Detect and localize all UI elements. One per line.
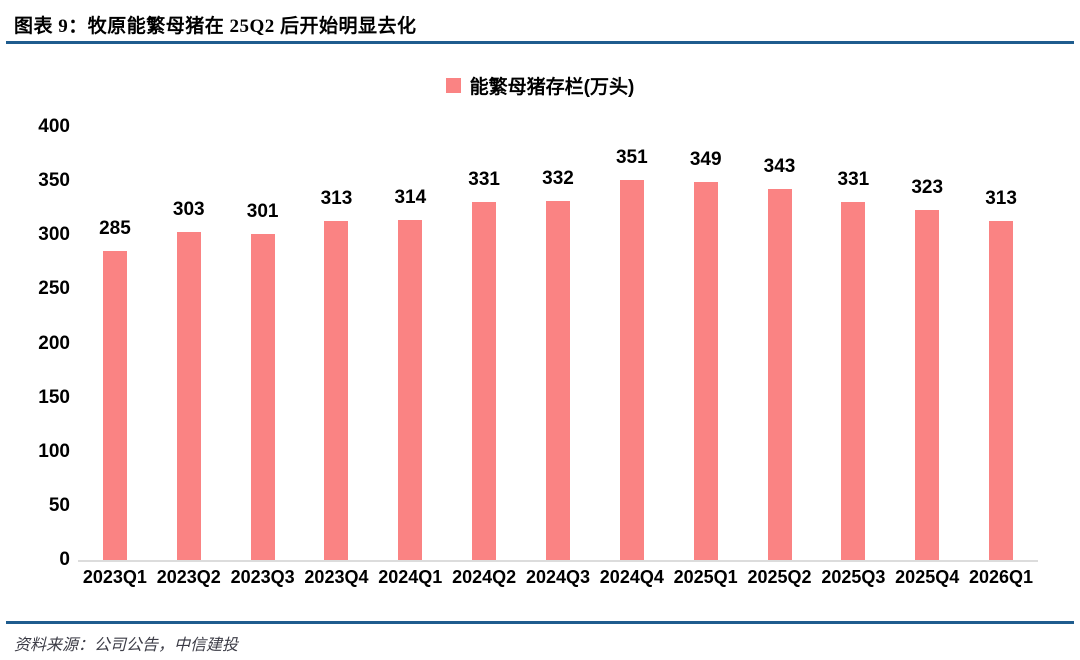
- x-axis-label: 2025Q3: [821, 567, 886, 587]
- y-axis-tick: 350: [38, 170, 70, 191]
- y-axis-tick: 400: [38, 116, 70, 137]
- x-axis-label: 2023Q4: [304, 567, 369, 587]
- x-axis-label: 2024Q3: [525, 567, 591, 587]
- bar: [324, 221, 349, 560]
- bar-group: 349: [669, 127, 743, 560]
- bar: [472, 202, 497, 560]
- bar-group: 303: [152, 127, 226, 560]
- bar-group: 314: [373, 127, 447, 560]
- bar-group: 285: [78, 127, 152, 560]
- bar: [767, 189, 792, 560]
- x-axis-label: 2025Q1: [673, 567, 738, 587]
- bar-value-label: 332: [542, 168, 574, 189]
- bar-group: 331: [816, 127, 890, 560]
- bar-group: 331: [447, 127, 521, 560]
- bar-value-label: 331: [468, 169, 500, 190]
- bar: [915, 210, 940, 560]
- bar-value-label: 313: [985, 188, 1017, 209]
- source-note: 资料来源：公司公告，中信建投: [14, 637, 239, 654]
- bar: [250, 234, 275, 560]
- bar-group: 343: [743, 127, 817, 560]
- bar-group: 332: [521, 127, 595, 560]
- bar: [619, 180, 644, 560]
- bar-group: 351: [595, 127, 669, 560]
- footer-rule: [6, 621, 1074, 624]
- bar-group: 301: [226, 127, 300, 560]
- x-axis: 2023Q1 2023Q2 2023Q3 2023Q4 2024Q1 2024Q2 2024…: [78, 567, 1038, 588]
- bar-value-label: 314: [394, 187, 427, 208]
- bar: [176, 232, 201, 560]
- bar-group: 313: [964, 127, 1038, 560]
- bar-group: 323: [890, 127, 964, 560]
- x-axis-label: 2024Q4: [599, 567, 664, 587]
- x-axis-label: 2025Q4: [895, 567, 960, 587]
- y-axis-tick: 50: [48, 495, 70, 516]
- chart-legend: 能繁母猪存栏(万头): [0, 72, 1080, 99]
- bar-value-label: 323: [911, 177, 944, 198]
- y-axis-tick: 300: [38, 224, 70, 245]
- x-axis-label: 2025Q2: [747, 567, 812, 587]
- y-axis-tick: 150: [38, 387, 70, 408]
- bar-value-label: 301: [246, 201, 279, 222]
- bar: [102, 251, 127, 560]
- y-axis-tick: 250: [38, 278, 70, 299]
- bar: [989, 221, 1014, 560]
- x-axis-label: 2024Q2: [452, 567, 517, 587]
- legend-swatch: [445, 78, 461, 93]
- x-axis-label: 2023Q2: [156, 567, 221, 587]
- x-axis-label: 2024Q1: [378, 567, 443, 587]
- bar-value-label: 343: [763, 156, 796, 177]
- bar-value-label: 303: [172, 199, 205, 220]
- bar: [693, 182, 718, 560]
- bar-value-label: 351: [615, 147, 648, 168]
- y-axis-tick: 200: [38, 333, 70, 354]
- bar-value-label: 349: [689, 149, 722, 170]
- x-axis-label: 2023Q3: [230, 567, 295, 587]
- figure-title: 图表 9：牧原能繁母猪在 25Q2 后开始明显去化: [14, 16, 417, 37]
- bar: [545, 201, 570, 560]
- plot-area: 285 303 301 313 314 331 332 351 349 343 331 323 313: [78, 127, 1038, 562]
- bar-value-label: 285: [99, 218, 131, 239]
- x-axis-label: 2026Q1: [969, 567, 1034, 587]
- bar-value-label: 313: [320, 188, 353, 209]
- bar: [841, 202, 866, 560]
- bar-value-label: 331: [837, 169, 870, 190]
- title-rule: [6, 41, 1074, 44]
- bar: [398, 220, 423, 560]
- legend-label: 能繁母猪存栏(万头): [469, 77, 635, 98]
- bar-group: 313: [300, 127, 374, 560]
- y-axis-tick: 100: [38, 441, 70, 462]
- y-axis-tick: 0: [59, 549, 70, 570]
- x-axis-label: 2023Q1: [82, 567, 147, 587]
